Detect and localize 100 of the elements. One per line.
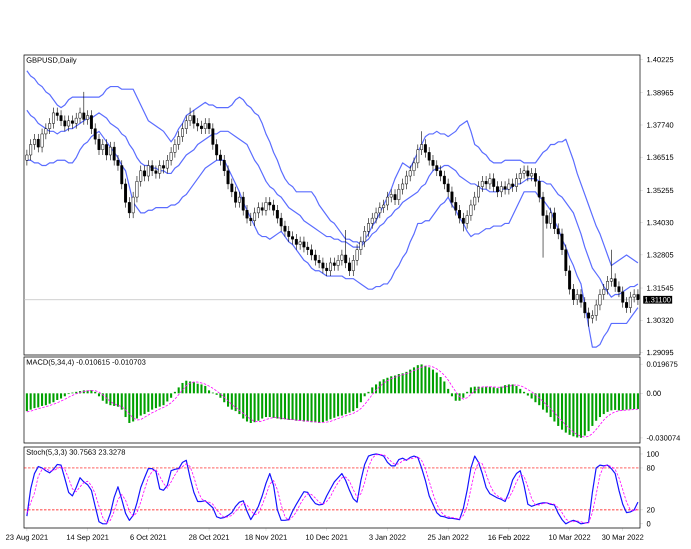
- candlestick: [606, 276, 610, 295]
- candlestick: [101, 138, 104, 156]
- bar: [382, 379, 385, 394]
- candlestick: [196, 118, 200, 132]
- bar: [113, 393, 116, 406]
- candlestick: [29, 138, 32, 161]
- candlestick: [397, 184, 400, 206]
- candlestick: [249, 212, 252, 226]
- bar: [508, 384, 510, 394]
- bar: [136, 393, 138, 419]
- bar: [610, 393, 612, 410]
- bar: [288, 393, 290, 420]
- bar: [132, 393, 134, 422]
- candlestick: [162, 160, 165, 174]
- bar: [204, 386, 206, 394]
- bar: [602, 393, 605, 414]
- candlestick: [170, 146, 173, 166]
- candlestick: [439, 165, 442, 182]
- bar: [158, 393, 161, 407]
- candlestick: [105, 138, 108, 161]
- bar: [261, 393, 264, 419]
- bar: [614, 393, 616, 410]
- bar: [276, 393, 278, 419]
- candlestick: [394, 188, 396, 206]
- candlestick: [511, 178, 514, 192]
- candlestick: [177, 131, 180, 150]
- bar: [322, 393, 324, 422]
- bar: [550, 393, 552, 418]
- bar: [625, 393, 628, 410]
- candlestick: [158, 160, 162, 179]
- bar: [500, 386, 502, 394]
- bar: [116, 393, 120, 407]
- bar: [443, 381, 446, 394]
- bar: [420, 364, 423, 394]
- bar: [33, 393, 36, 408]
- bar: [170, 393, 172, 398]
- candlestick: [432, 154, 434, 172]
- candlestick: [173, 138, 176, 158]
- bar: [208, 390, 210, 394]
- bar: [588, 393, 590, 432]
- candlestick: [332, 257, 336, 272]
- bar: [154, 393, 157, 408]
- candlestick: [378, 202, 382, 218]
- bar: [272, 393, 275, 418]
- bar: [337, 393, 340, 416]
- bar: [512, 384, 514, 394]
- candlestick: [336, 254, 340, 272]
- bar: [333, 393, 336, 418]
- bar: [340, 393, 343, 416]
- candlestick: [500, 181, 503, 198]
- candlestick: [276, 204, 279, 224]
- bar: [530, 393, 533, 399]
- bar: [128, 393, 130, 423]
- bar: [412, 367, 416, 394]
- candlestick: [450, 186, 454, 208]
- bar: [360, 393, 362, 402]
- candlestick: [576, 288, 579, 306]
- bar: [306, 393, 309, 422]
- candlestick: [477, 181, 480, 203]
- bar: [250, 393, 252, 423]
- bar: [546, 393, 548, 413]
- bar: [492, 387, 495, 394]
- bar: [352, 393, 354, 412]
- bar: [580, 393, 582, 438]
- candlestick: [363, 226, 366, 248]
- candlestick: [283, 220, 286, 237]
- bar: [633, 393, 636, 410]
- candlestick: [458, 204, 462, 224]
- candlestick: [63, 115, 66, 132]
- candlestick: [108, 142, 112, 161]
- bar: [378, 381, 381, 394]
- bar: [454, 393, 457, 401]
- candlestick: [416, 144, 420, 168]
- bar: [246, 393, 248, 422]
- bar: [257, 393, 260, 421]
- candlestick: [260, 202, 264, 216]
- bar: [185, 380, 188, 394]
- candlestick: [404, 170, 408, 190]
- bar: [64, 393, 66, 396]
- bar: [398, 374, 400, 394]
- candlestick: [552, 207, 556, 234]
- bar: [496, 388, 499, 394]
- bar: [192, 382, 195, 394]
- candlestick: [428, 146, 431, 166]
- candlestick: [60, 110, 63, 126]
- candlestick: [78, 107, 82, 124]
- bar: [515, 386, 518, 394]
- candlestick: [294, 234, 298, 250]
- bar: [622, 393, 624, 410]
- bar: [26, 393, 28, 412]
- bar: [37, 393, 40, 408]
- bar: [584, 393, 586, 436]
- bar: [30, 393, 32, 410]
- candlestick: [188, 107, 192, 126]
- bar: [162, 393, 165, 406]
- bar: [485, 386, 488, 394]
- bar: [568, 393, 571, 435]
- bar: [200, 384, 203, 394]
- bar: [576, 393, 578, 438]
- candlestick: [628, 292, 632, 314]
